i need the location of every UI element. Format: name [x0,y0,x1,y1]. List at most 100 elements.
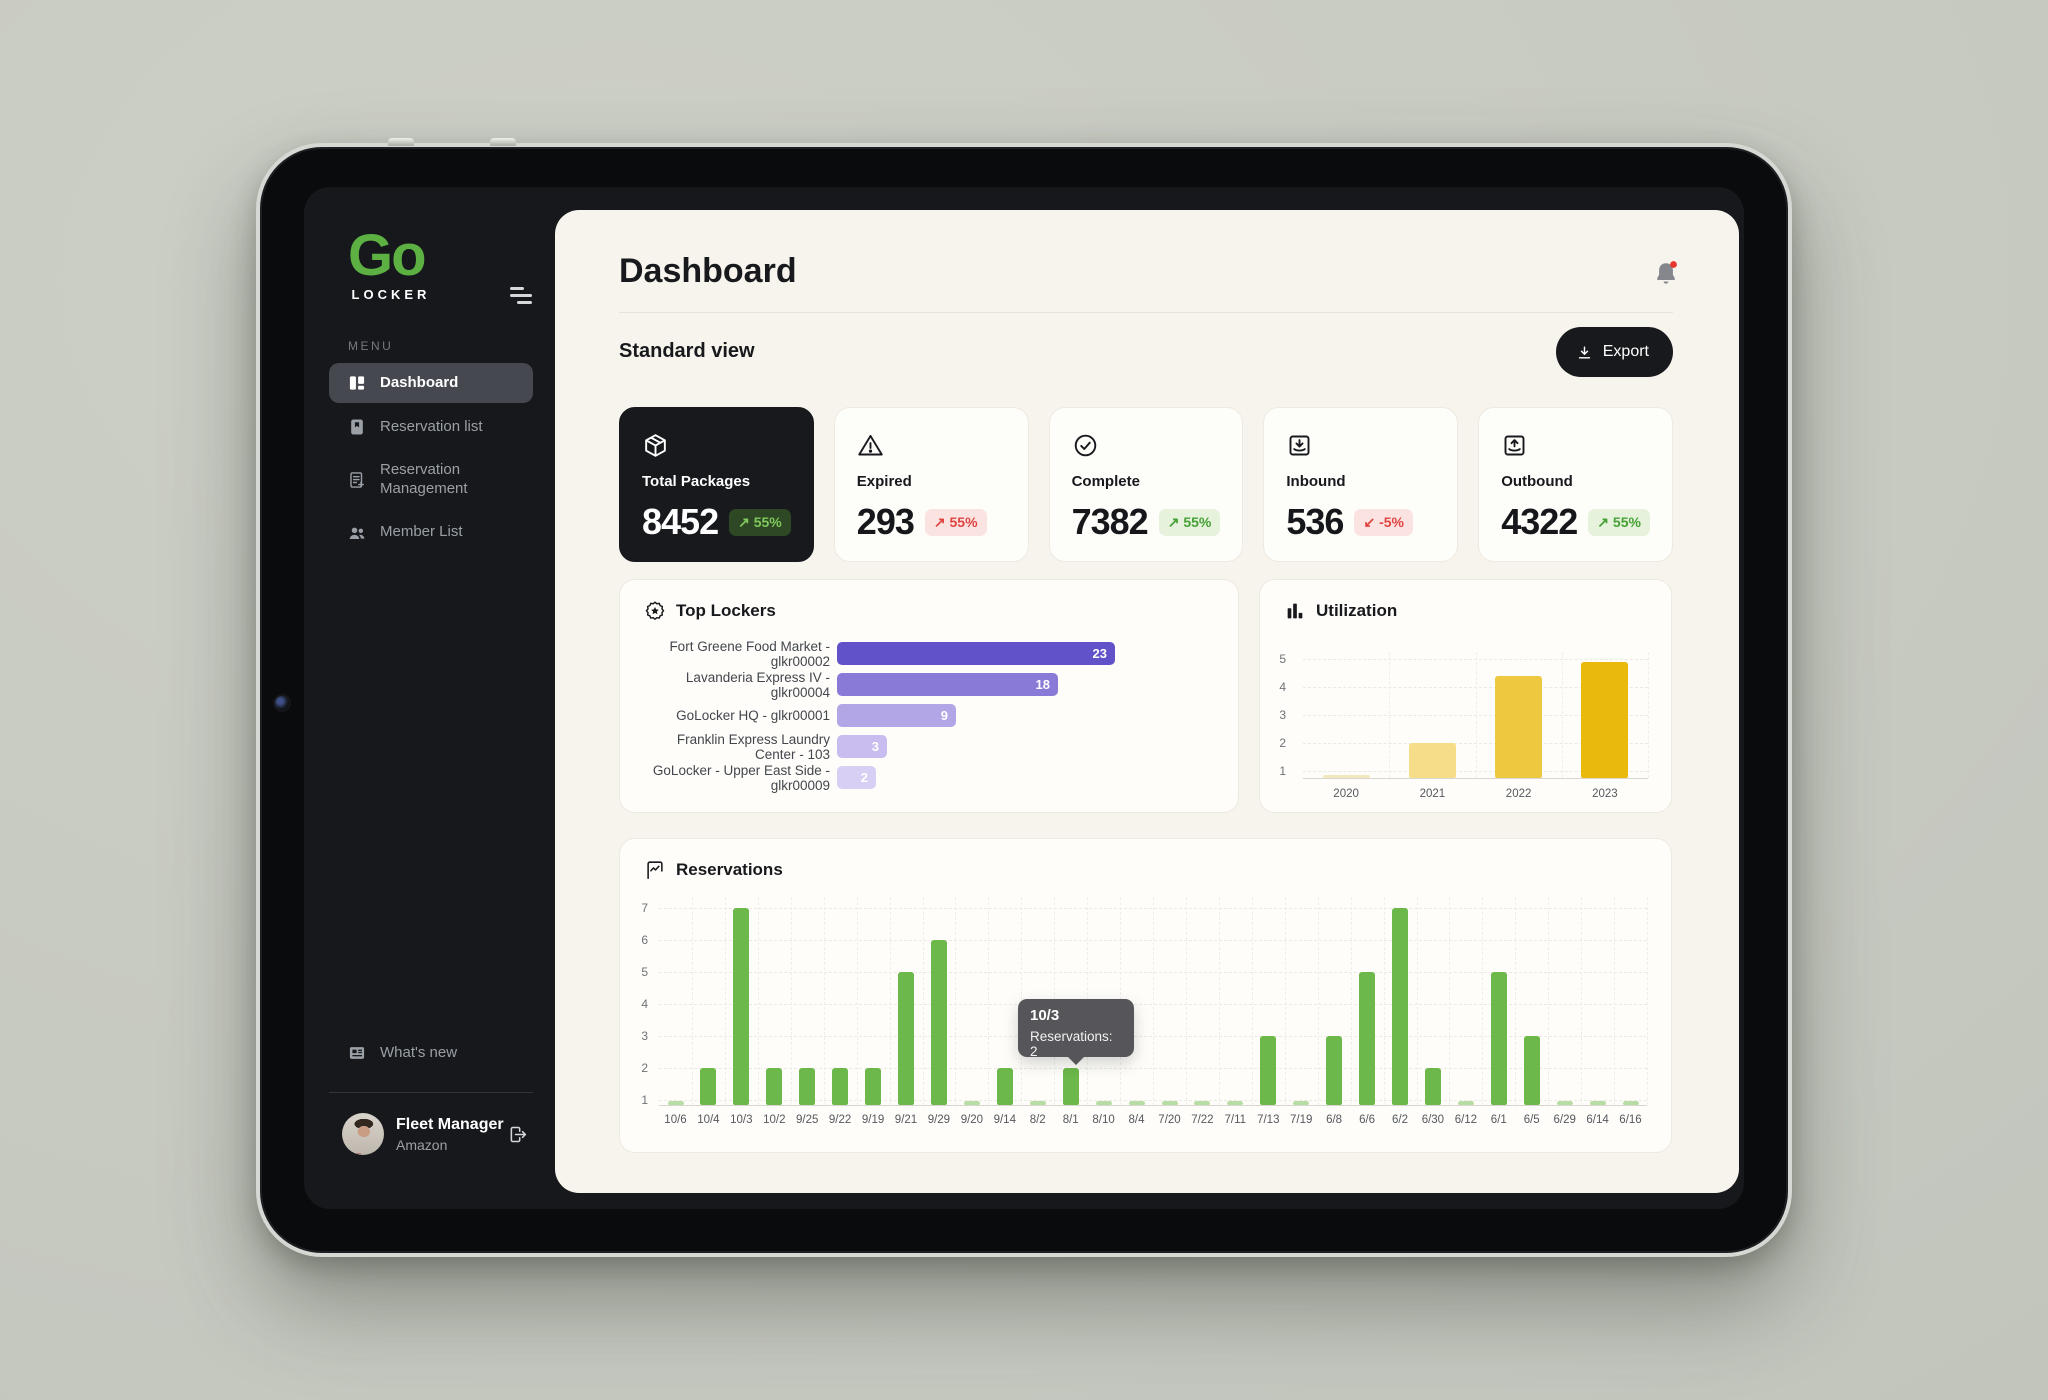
export-button[interactable]: Export [1555,327,1673,377]
tablet-camera [275,696,289,710]
bookmark-icon [347,417,367,437]
locker-bar[interactable]: 2 [837,766,876,789]
reservations-bar[interactable] [1227,1101,1244,1105]
reservations-bar[interactable] [996,1068,1013,1105]
x-tick-label: 2020 [1333,788,1359,800]
y-tick-label: 6 [641,933,648,948]
reservations-bar[interactable] [1523,1036,1540,1105]
reservations-bar[interactable] [1556,1101,1573,1105]
x-tick-label: 9/19 [861,1114,885,1126]
view-subtitle: Standard view [619,340,755,362]
gridline [1389,652,1391,778]
gridline [1648,652,1649,778]
gridline [1515,897,1517,1105]
utilization-bar[interactable] [1408,743,1456,778]
reservations-bar[interactable] [733,908,750,1105]
locker-bar[interactable]: 9 [837,704,956,727]
sidebar-item-reservation-management[interactable]: Reservation Management [329,451,533,509]
locker-value: 18 [1035,677,1050,692]
app-screen: Go LOCKER MENU Dashboard Reservation lis… [304,187,1744,1209]
x-tick-label: 10/3 [730,1114,753,1126]
reservations-bar[interactable] [832,1068,849,1105]
reservations-bar[interactable] [1293,1101,1310,1105]
locker-bar[interactable]: 23 [837,642,1115,665]
avatar[interactable] [342,1113,384,1155]
whats-new-row: What's new [329,1033,533,1077]
x-tick-label: 8/10 [1092,1114,1115,1126]
reservations-bar[interactable] [1260,1036,1277,1105]
locker-label: Lavanderia Express IV - glkr00004 [685,669,830,700]
reservations-bar[interactable] [1392,908,1408,1105]
reservations-bar[interactable] [1326,1036,1343,1105]
reservations-bar[interactable] [1128,1101,1145,1105]
sidebar: Go LOCKER MENU Dashboard Reservation lis… [304,187,554,1209]
sidebar-item-whats-new[interactable]: What's new [329,1033,533,1073]
reservations-bar[interactable] [1359,972,1376,1105]
reservations-bar[interactable] [930,940,947,1105]
sidebar-item-reservation-list[interactable]: Reservation list [329,407,533,447]
x-tick-label: 2022 [1505,788,1532,800]
stat-label: Expired [856,473,912,490]
gridline [955,897,957,1105]
x-axis [1303,778,1648,779]
reservations-bar[interactable] [1029,1101,1046,1105]
brand-logo: Go LOCKER [348,227,434,303]
gridline [1153,897,1154,1105]
x-tick-label: 7/22 [1191,1114,1214,1126]
stat-label: Complete [1071,473,1140,490]
x-tick-label: 7/13 [1257,1114,1280,1126]
utilization-bar[interactable] [1495,675,1543,778]
logout-icon[interactable] [507,1124,528,1145]
reservations-bar[interactable] [1424,1068,1441,1105]
locker-bar[interactable]: 18 [837,673,1058,696]
reservations-bar[interactable] [898,972,914,1105]
reservations-bar[interactable] [667,1101,684,1105]
reservations-bar[interactable] [799,1068,816,1105]
x-tick-label: 6/30 [1421,1114,1445,1126]
gridline [1475,652,1477,778]
x-tick-label: 6/16 [1619,1114,1642,1126]
reservations-bar[interactable] [1622,1101,1639,1105]
whats-new-label: What's new [380,1043,458,1061]
reservations-bar[interactable] [766,1068,783,1105]
stats-row: Total Packages 8452 ↗ 55% Expired 293 ↗ … [619,407,1673,562]
reservations-title: Reservations [676,860,783,879]
notification-bell-icon[interactable] [1653,260,1679,288]
utilization-bar[interactable] [1322,775,1370,778]
menu-toggle-icon[interactable] [508,287,534,305]
x-tick-label: 10/6 [664,1114,687,1126]
user-org: Amazon [396,1136,448,1153]
inbox-out-icon [1501,432,1528,459]
stat-card-expired: Expired 293 ↗ 55% [833,407,1029,562]
locker-value: 9 [940,708,948,723]
stat-value: 8452 [642,501,719,542]
x-tick-label: 7/19 [1289,1114,1313,1126]
sidebar-item-member-list[interactable]: Member List [329,513,533,553]
x-tick-label: 9/22 [828,1114,852,1126]
x-tick-label: 6/6 [1359,1114,1376,1126]
gridline [1614,897,1616,1105]
sidebar-item-dashboard[interactable]: Dashboard [329,363,533,403]
reservations-bar[interactable] [1194,1101,1211,1105]
reservations-bar[interactable] [1095,1101,1112,1105]
stat-delta-badge: ↙ -5% [1354,508,1413,536]
reservations-bar[interactable] [1457,1101,1474,1105]
reservations-bar[interactable] [963,1101,980,1105]
x-tick-label: 2023 [1592,788,1618,800]
gridline [790,897,792,1105]
reservations-bar[interactable] [1490,972,1507,1105]
gridline [922,897,924,1105]
reservations-bar[interactable] [1062,1068,1079,1105]
flag-chart-icon [644,859,666,881]
stat-delta-badge: ↗ 55% [1158,508,1221,536]
utilization-bar[interactable] [1581,661,1629,778]
gridline [1647,897,1648,1105]
x-tick-label: 2021 [1419,788,1446,800]
reservations-bar[interactable] [865,1068,882,1105]
reservations-bar[interactable] [1161,1101,1178,1105]
sidebar-divider [329,1092,533,1093]
reservations-bar[interactable] [1589,1101,1606,1105]
locker-bar[interactable]: 3 [837,735,887,758]
reservations-bar[interactable] [700,1068,717,1105]
